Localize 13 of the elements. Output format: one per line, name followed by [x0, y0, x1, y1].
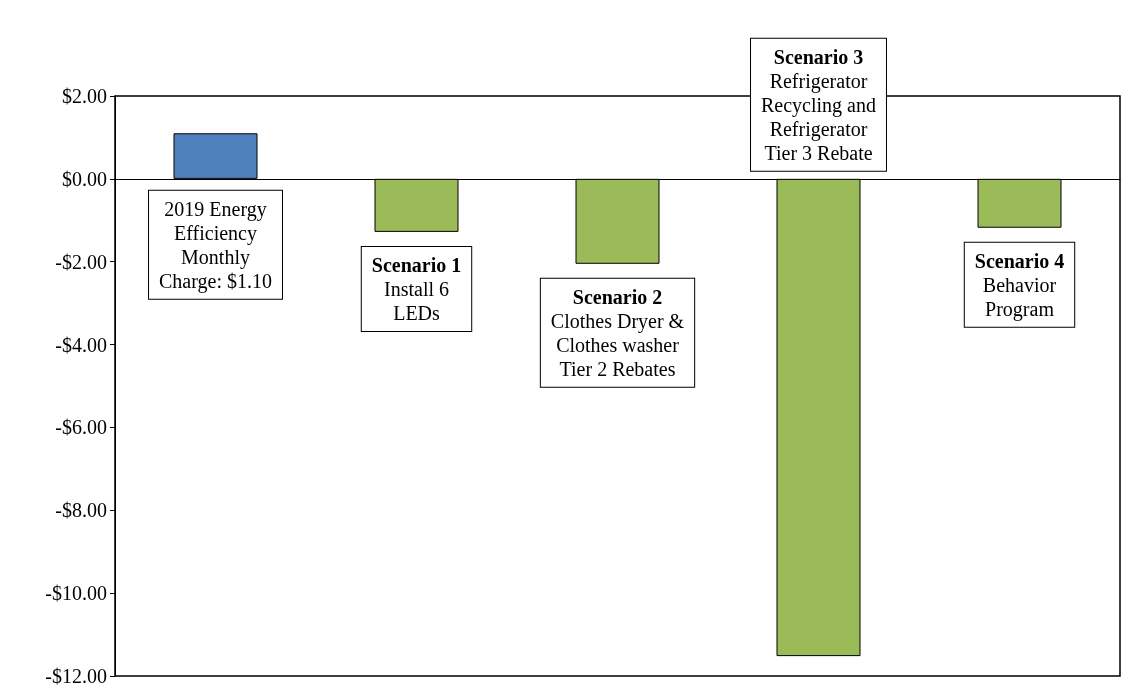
annotation: Scenario 2 Clothes Dryer & Clothes washer Tier 2 Rebates — [550, 285, 685, 380]
y-tick-label: -$8.00 — [55, 499, 107, 522]
y-tick-label: -$12.00 — [45, 665, 107, 687]
annotation: Scenario 4 Behavior Program — [974, 249, 1065, 321]
y-tick-label: $2.00 — [62, 85, 107, 107]
y-tick-label: $0.00 — [62, 167, 107, 190]
y-tick-label: -$4.00 — [55, 333, 107, 356]
annotation: 2019 Energy Efficiency Monthly Charge: $1.10 — [159, 197, 272, 293]
annotation: Scenario 3 Refrigerator Recycling and Refrigerator Tier 3 Rebate — [761, 45, 876, 164]
annotation: Scenario 1 Install 6 LEDs — [371, 253, 462, 324]
y-tick-label: -$6.00 — [55, 416, 107, 439]
y-tick-label: -$10.00 — [45, 582, 107, 605]
y-tick-label: -$2.00 — [55, 250, 107, 273]
